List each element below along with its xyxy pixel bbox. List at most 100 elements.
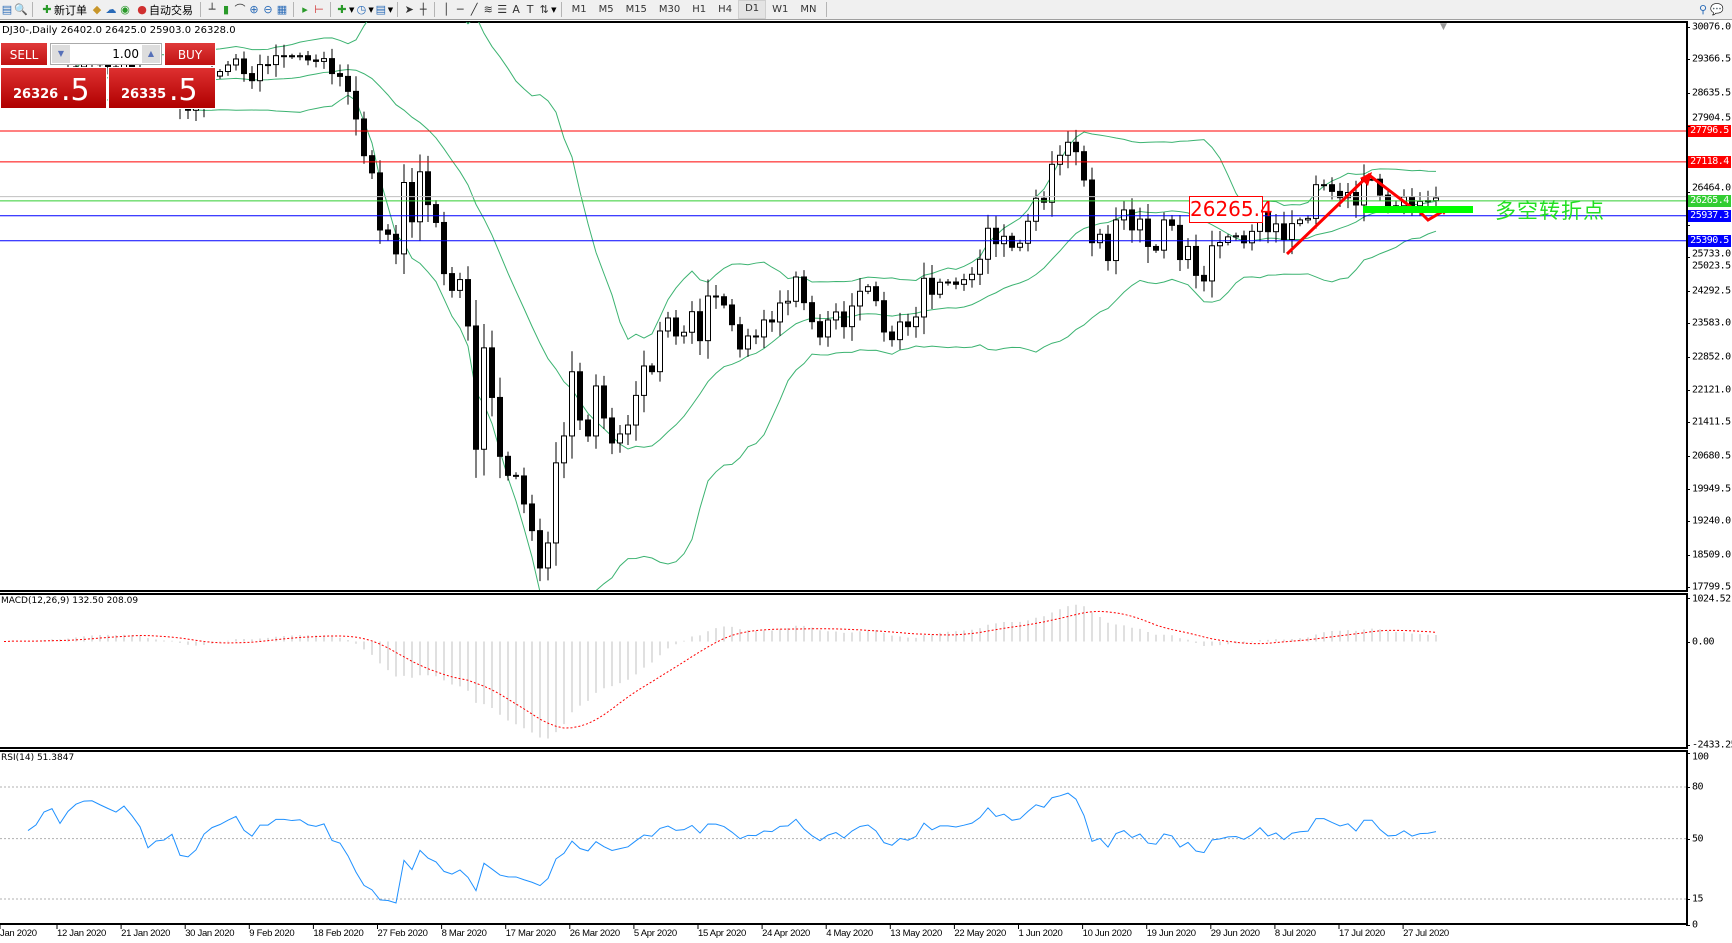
templates-icon[interactable]: ▤ [375, 2, 386, 16]
candle-body [1217, 241, 1223, 247]
candlestick-icon[interactable]: ▮ [222, 2, 230, 16]
candle-body [225, 64, 231, 73]
date-tick-label: 22 May 2020 [954, 928, 1007, 939]
rsi-axis-label: 0 [1692, 919, 1698, 931]
periods-clock-icon[interactable]: ◷ [356, 2, 367, 16]
signal-icon[interactable]: ◉ [120, 2, 130, 16]
candle-body [769, 319, 775, 323]
candle-body [1297, 219, 1303, 225]
text-icon[interactable]: A [512, 2, 520, 16]
timeframe-d1[interactable]: D1 [738, 0, 767, 19]
autoscroll-icon[interactable]: ▸ [302, 2, 308, 16]
candle-body [1105, 233, 1111, 262]
candle-body [969, 273, 975, 281]
candle-body [537, 530, 543, 569]
timeframe-m5[interactable]: M5 [598, 4, 614, 15]
candle-body [425, 171, 431, 206]
candle-body [889, 331, 895, 341]
new-order-button[interactable]: ✚ 新订单 [37, 1, 90, 18]
timeframe-h4[interactable]: H4 [718, 4, 733, 15]
candle-body [1329, 184, 1335, 192]
pivot-point-text[interactable]: 多空转折点 [1495, 199, 1605, 223]
buy-button[interactable]: BUY [164, 42, 216, 66]
date-tick-label: 29 Jun 2020 [1210, 928, 1260, 939]
cursor-icon[interactable]: ➤ [404, 2, 414, 16]
text-label-icon[interactable]: T [526, 2, 534, 16]
candle-body [1185, 245, 1191, 261]
candle-body [513, 474, 519, 477]
indicators-icon[interactable]: ✚ [337, 2, 347, 16]
auto-trading-icon: ● [137, 2, 147, 16]
candle-body [433, 204, 439, 223]
bar-chart-icon[interactable]: ┴ [208, 2, 216, 16]
timeframe-m30[interactable]: M30 [658, 4, 681, 15]
candle-body [1241, 235, 1247, 244]
main-chart-panel[interactable] [0, 21, 1688, 592]
bollinger-upper-band [35, 22, 1437, 341]
dropdown-arrow-icon[interactable]: ▼ [387, 5, 394, 14]
axis-tick [1686, 323, 1690, 325]
sell-button[interactable]: SELL [0, 42, 48, 66]
timeframe-mn[interactable]: MN [800, 4, 817, 15]
timeframe-h1[interactable]: H1 [692, 4, 707, 15]
timeframe-m15[interactable]: M15 [625, 4, 647, 15]
chart-shift-marker-icon[interactable]: ▼ [1440, 22, 1447, 32]
fibonacci-fan-icon[interactable]: ≋ [483, 2, 493, 16]
candle-body [1169, 219, 1175, 226]
candle-body [705, 295, 711, 342]
sell-price-main: 26326 [13, 87, 59, 102]
candle-body [593, 385, 599, 437]
candle-body [505, 455, 511, 476]
toolbar: ▤ 🔍 ✚ 新订单 ◆ ☁ ◉ ● 自动交易 ┴ ▮ ⌒ ⊕ ⊖ ▦ ▸ ⊢ ✚ ▼ … [0, 0, 1732, 20]
candle-body [1249, 230, 1255, 244]
lot-size-input[interactable] [71, 45, 139, 63]
lot-decrease-icon[interactable]: ▼ [52, 45, 70, 63]
chart-shift-icon[interactable]: ⊢ [314, 2, 324, 16]
date-tick-label: 27 Feb 2020 [377, 928, 428, 939]
candle-body [961, 279, 967, 285]
rsi-panel[interactable] [0, 750, 1688, 925]
line-chart-icon[interactable]: ⌒ [234, 2, 246, 16]
dropdown-arrow-icon[interactable]: ▼ [368, 5, 374, 14]
macd-panel[interactable] [0, 593, 1688, 749]
tile-windows-icon[interactable]: ▦ [276, 2, 288, 16]
horizontal-line-icon[interactable]: ─ [456, 2, 464, 16]
zoom-out-icon[interactable]: ⊖ [263, 2, 273, 16]
market-watch-icon[interactable]: ◆ [92, 2, 102, 16]
rsi-axis-label: 100 [1692, 751, 1709, 763]
navigator-icon[interactable]: ☁ [105, 2, 117, 16]
candle-body [353, 90, 359, 120]
bollinger-lower-band [35, 94, 1437, 590]
lot-increase-icon[interactable]: ▲ [142, 45, 160, 63]
price-tick-label: 28635.5 [1692, 87, 1731, 99]
candle-body [737, 324, 743, 350]
timeframe-m1[interactable]: M1 [571, 4, 587, 15]
vertical-line-icon[interactable]: │ [442, 2, 450, 16]
search-icon[interactable]: ⚲ [1698, 2, 1708, 16]
price-tick-label: 19949.5 [1692, 483, 1731, 495]
chat-icon[interactable]: 💬 [1710, 2, 1724, 16]
candle-body [1265, 211, 1271, 233]
zoom-in-icon[interactable]: ⊕ [249, 2, 259, 16]
axis-tick [1686, 257, 1690, 259]
dropdown-arrow-icon[interactable]: ▼ [349, 5, 355, 14]
fibonacci-retracement-icon[interactable]: ☰ [497, 2, 508, 16]
candle-body [553, 462, 559, 544]
arrows-icon[interactable]: ⇅ [539, 2, 549, 16]
candle-body [633, 394, 639, 426]
document-icon[interactable]: ▤ [1, 2, 13, 16]
sell-price-button[interactable]: 26326 .5 [0, 67, 107, 109]
auto-trading-button[interactable]: ● 自动交易 [132, 1, 196, 18]
price-tick-label: 23583.0 [1692, 317, 1731, 329]
zoom-window-icon[interactable]: 🔍 [14, 2, 28, 16]
dropdown-arrow-icon[interactable]: ▼ [551, 5, 557, 14]
price-level-tag: 26265.4 [1688, 194, 1731, 207]
timeframe-w1[interactable]: W1 [772, 4, 789, 15]
buy-price-button[interactable]: 26335 .5 [108, 67, 216, 109]
candle-body [857, 290, 863, 307]
trendline-icon[interactable]: ╱ [470, 2, 478, 16]
rsi-axis-label: 80 [1692, 781, 1704, 793]
price-annotation-label[interactable]: 26265.4 [1189, 196, 1273, 223]
crosshair-icon[interactable]: ┼ [419, 2, 427, 16]
